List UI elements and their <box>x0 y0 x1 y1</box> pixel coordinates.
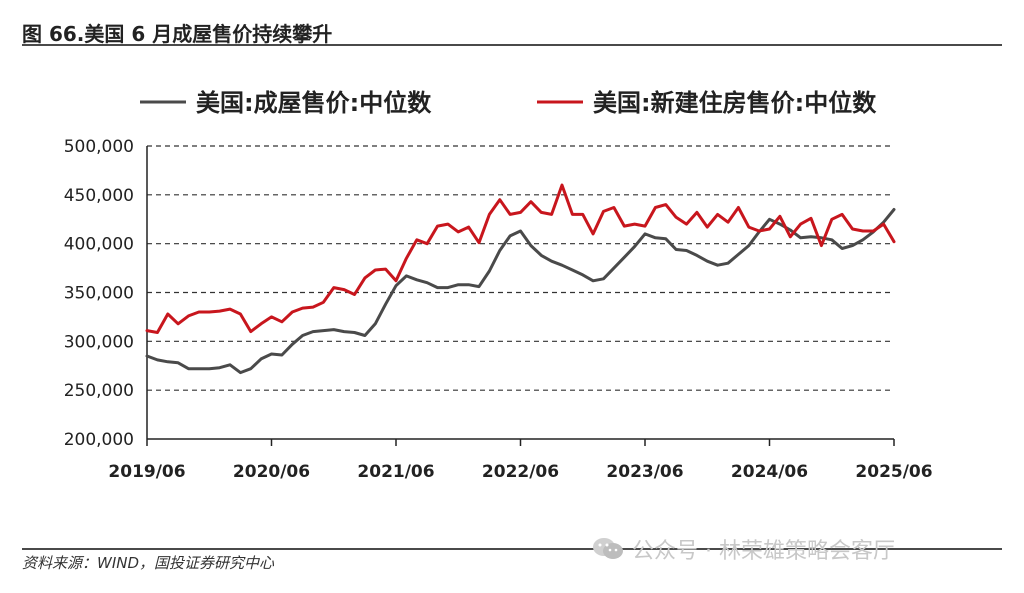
chart-grid <box>147 145 894 391</box>
legend-label: 美国:新建住房售价:中位数 <box>593 89 877 117</box>
x-tick-label: 2019/06 <box>108 462 185 482</box>
x-tick-label: 2021/06 <box>357 462 434 482</box>
legend-label: 美国:成屋售价:中位数 <box>196 89 432 117</box>
y-tick-label: 250,000 <box>64 381 134 401</box>
x-tick-label: 2020/06 <box>233 462 310 482</box>
line-chart: 美国:成屋售价:中位数 美国:新建住房售价:中位数 200,000 250,000 3… <box>64 89 933 482</box>
y-tick-label: 200,000 <box>64 430 134 450</box>
series-line <box>145 183 896 334</box>
x-tick-label: 2024/06 <box>731 462 808 482</box>
y-tick-label: 500,000 <box>64 137 134 157</box>
x-axis-ticks: 2019/06 2020/06 2021/06 2022/06 2023/06 2024/… <box>108 439 933 482</box>
y-tick-label: 400,000 <box>64 235 134 255</box>
series-line <box>145 208 896 375</box>
x-tick-label: 2025/06 <box>855 462 932 482</box>
footer-rule <box>22 548 1002 550</box>
x-tick-label: 2022/06 <box>482 462 559 482</box>
y-axis-ticks: 200,000 250,000 300,000 350,000 400,000 450,0… <box>64 137 134 450</box>
watermark-text: 公众号 · 林荣雄策略会客厅 <box>632 539 895 564</box>
figure-title: 图 66.美国 6 月成屋售价持续攀升 <box>22 22 333 46</box>
chart-legend: 美国:成屋售价:中位数 美国:新建住房售价:中位数 <box>140 89 877 117</box>
y-tick-label: 450,000 <box>64 186 134 206</box>
y-tick-label: 350,000 <box>64 284 134 304</box>
x-tick-label: 2023/06 <box>606 462 683 482</box>
wechat-icon <box>593 538 623 559</box>
y-tick-label: 300,000 <box>64 332 134 352</box>
header-rule <box>22 44 1002 46</box>
watermark: 公众号 · 林荣雄策略会客厅 <box>592 533 895 565</box>
source-note: 资料来源：WIND，国投证券研究中心 <box>22 554 275 572</box>
chart-series <box>145 183 896 375</box>
figure-header: 图 66.美国 6 月成屋售价持续攀升 <box>22 10 1002 46</box>
